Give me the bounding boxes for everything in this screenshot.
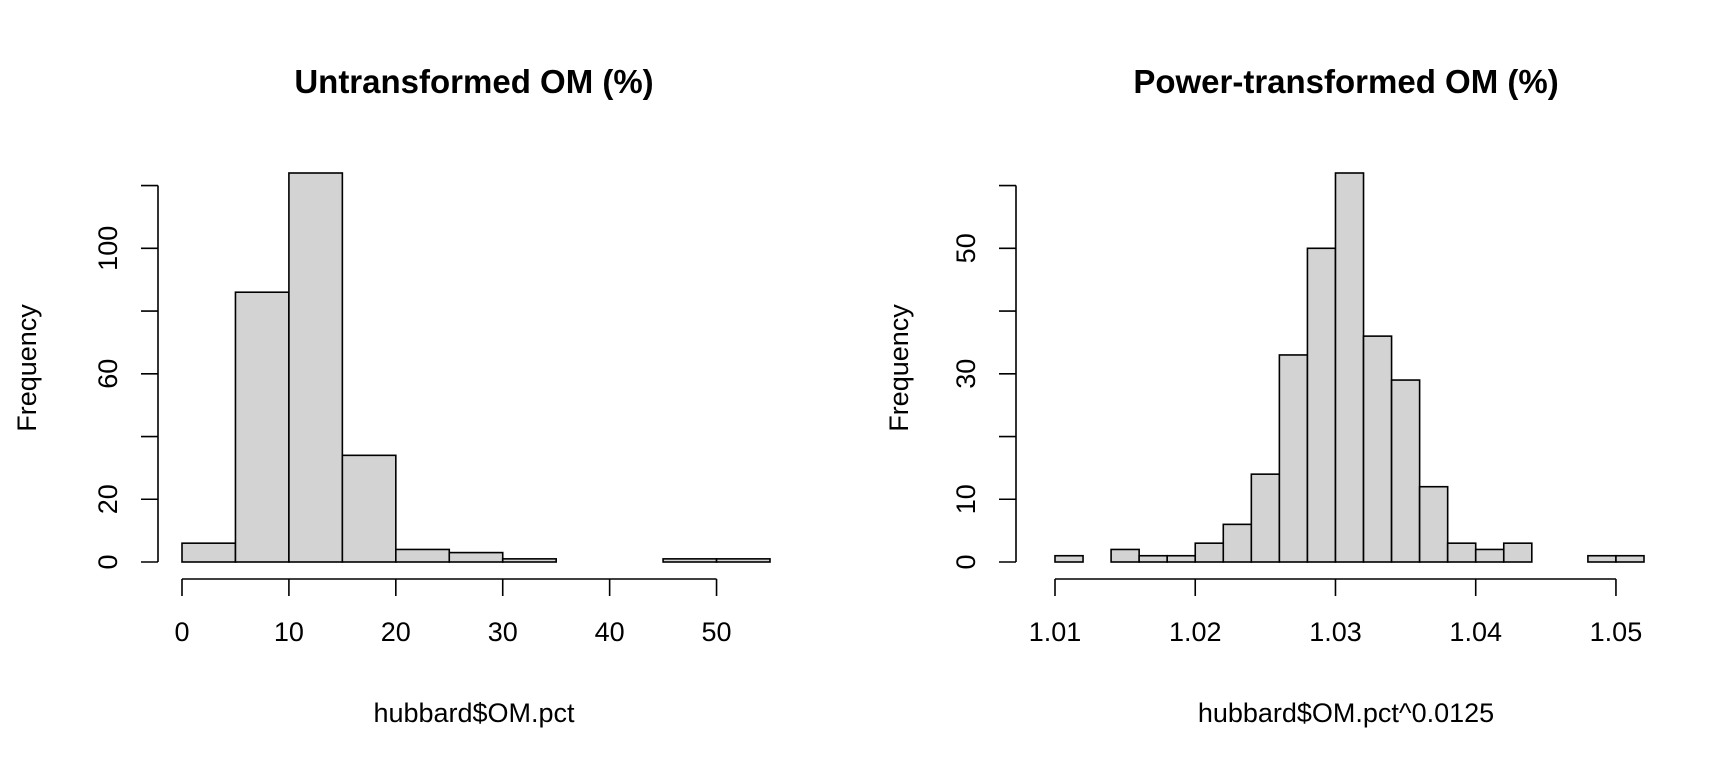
x-axis-label: hubbard$OM.pct xyxy=(373,698,575,728)
histogram-bar xyxy=(1418,485,1449,563)
chart-title: Untransformed OM (%) xyxy=(294,63,653,100)
histogram-bar xyxy=(662,558,718,563)
histogram-bar xyxy=(1362,335,1393,563)
histogram-bar xyxy=(395,548,451,563)
histogram-bar xyxy=(1166,554,1197,563)
x-tick-label: 1.04 xyxy=(1449,617,1502,647)
histogram-bar xyxy=(1306,247,1337,563)
y-tick-label: 60 xyxy=(93,359,123,389)
histogram-bar xyxy=(501,558,557,563)
histogram-power-transformed: Power-transformed OM (%) hubbard$OM.pct^… xyxy=(884,63,1645,728)
y-tick-label: 50 xyxy=(951,233,981,263)
y-tick-label: 10 xyxy=(951,484,981,514)
x-tick-label: 40 xyxy=(595,617,625,647)
y-tick-label: 100 xyxy=(93,226,123,271)
y-axis: 0 20 60 100 xyxy=(93,184,159,570)
histogram-bar xyxy=(1587,554,1617,563)
histogram-bar xyxy=(1278,354,1309,563)
x-tick-label: 1.02 xyxy=(1169,617,1222,647)
x-tick-label: 50 xyxy=(702,617,732,647)
histogram-bar xyxy=(288,172,344,563)
histogram-bar xyxy=(1250,473,1281,563)
y-tick-label: 0 xyxy=(93,554,123,569)
histogram-bar xyxy=(1194,542,1225,563)
y-tick-label: 30 xyxy=(951,359,981,389)
bars xyxy=(1054,172,1645,563)
y-axis-label: Frequency xyxy=(884,304,914,432)
histogram-bar xyxy=(448,551,504,563)
histogram-bar xyxy=(1474,548,1505,563)
x-tick-label: 1.01 xyxy=(1029,617,1082,647)
x-axis: 0 10 20 30 40 50 xyxy=(174,578,732,647)
x-tick-label: 20 xyxy=(381,617,411,647)
histogram-bar xyxy=(181,542,237,563)
histogram-bar xyxy=(1222,523,1253,563)
histogram-bar xyxy=(1502,542,1533,563)
histogram-bar xyxy=(1110,548,1140,563)
histogram-untransformed: Untransformed OM (%) hubbard$OM.pct Freq… xyxy=(12,63,771,728)
x-tick-label: 10 xyxy=(274,617,304,647)
x-tick-label: 0 xyxy=(174,617,189,647)
histogram-bar xyxy=(1390,379,1421,563)
histogram-bar xyxy=(1138,554,1168,563)
y-tick-label: 20 xyxy=(93,484,123,514)
histogram-bar xyxy=(234,291,290,563)
x-axis: 1.01 1.02 1.03 1.04 1.05 xyxy=(1029,578,1643,647)
histogram-bar xyxy=(1446,542,1477,563)
bars xyxy=(181,172,771,563)
histogram-bar xyxy=(715,558,771,563)
y-axis-label: Frequency xyxy=(12,304,42,432)
y-tick-label: 0 xyxy=(951,554,981,569)
chart-title: Power-transformed OM (%) xyxy=(1133,63,1558,100)
histogram-bar xyxy=(1334,172,1365,563)
histogram-bar xyxy=(1615,554,1645,563)
histogram-bar xyxy=(1054,554,1084,563)
x-axis-label: hubbard$OM.pct^0.0125 xyxy=(1198,698,1494,728)
x-tick-label: 1.05 xyxy=(1590,617,1643,647)
y-axis: 0 10 30 50 xyxy=(951,184,1017,570)
x-tick-label: 1.03 xyxy=(1309,617,1362,647)
x-tick-label: 30 xyxy=(488,617,518,647)
histogram-bar xyxy=(341,454,397,563)
